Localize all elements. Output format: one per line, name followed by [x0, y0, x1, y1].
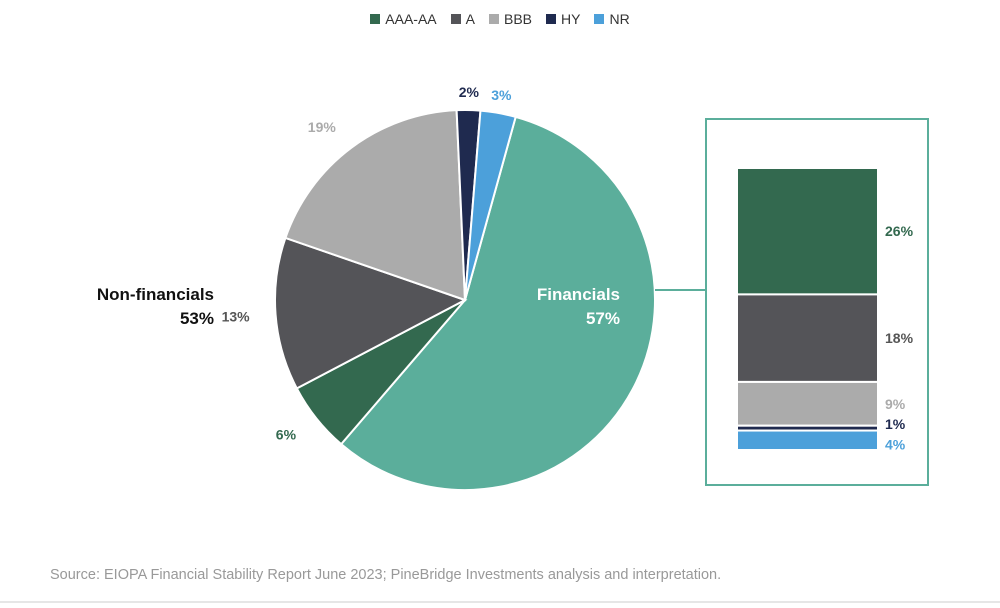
legend-item-a: A — [450, 11, 475, 27]
breakdown-box — [705, 118, 929, 486]
legend-label-bbb: BBB — [504, 11, 533, 27]
legend-item-nr: NR — [594, 11, 630, 27]
pie-slice-nr — [464, 109, 517, 301]
bar-segment-bbb — [736, 380, 879, 427]
pie-label-nr: 3% — [491, 87, 512, 103]
pie-label-bbb: 19% — [308, 119, 337, 135]
pie-label-aaa-aa: 6% — [276, 427, 297, 443]
bar-segment-nr — [736, 429, 879, 452]
legend-swatch-nr — [594, 14, 605, 24]
legend-label-aaa-aa: AAA-AA — [385, 11, 437, 27]
bar-label-hy: 1% — [885, 416, 906, 432]
legend-label-hy: HY — [561, 11, 581, 27]
group-label-non-financials: Non-financials 53% — [97, 285, 214, 328]
bar-label-bbb: 9% — [885, 396, 906, 412]
legend-item-bbb: BBB — [489, 11, 532, 27]
chart-canvas: Financials 57% 6% 13% 19% 2% 3% Non-financials 5… — [97, 84, 929, 491]
legend-label-a: A — [465, 11, 475, 27]
legend-swatch-aaa-aa — [370, 14, 381, 24]
legend-swatch-hy — [546, 14, 557, 24]
legend-label-nr: NR — [609, 11, 630, 27]
pie-label-hy: 2% — [459, 84, 480, 100]
source-note: Source: EIOPA Financial Stability Report… — [50, 567, 722, 583]
legend-item-hy: HY — [546, 11, 580, 27]
legend-swatch-bbb — [489, 14, 499, 24]
legend-item-aaa-aa: AAA-AA — [370, 11, 437, 27]
pie-label-financials: Financials 57% — [537, 285, 620, 328]
legend-swatch-a — [450, 14, 461, 24]
bottom-divider — [0, 601, 1000, 603]
pie-slice-bbb — [284, 109, 467, 302]
chart-legend: AAA-AA A BBB HY NR — [0, 11, 1000, 27]
pie-slice-a — [274, 236, 468, 390]
bar-label-nr: 4% — [885, 436, 906, 452]
bar-segment-a — [736, 293, 879, 383]
bar-segment-aaa-aa — [736, 167, 879, 296]
bar-label-aaa-aa: 26% — [885, 223, 914, 239]
bar-label-a: 18% — [885, 330, 914, 346]
pie-slice-financials — [339, 115, 656, 491]
pie-label-a: 13% — [222, 308, 251, 324]
